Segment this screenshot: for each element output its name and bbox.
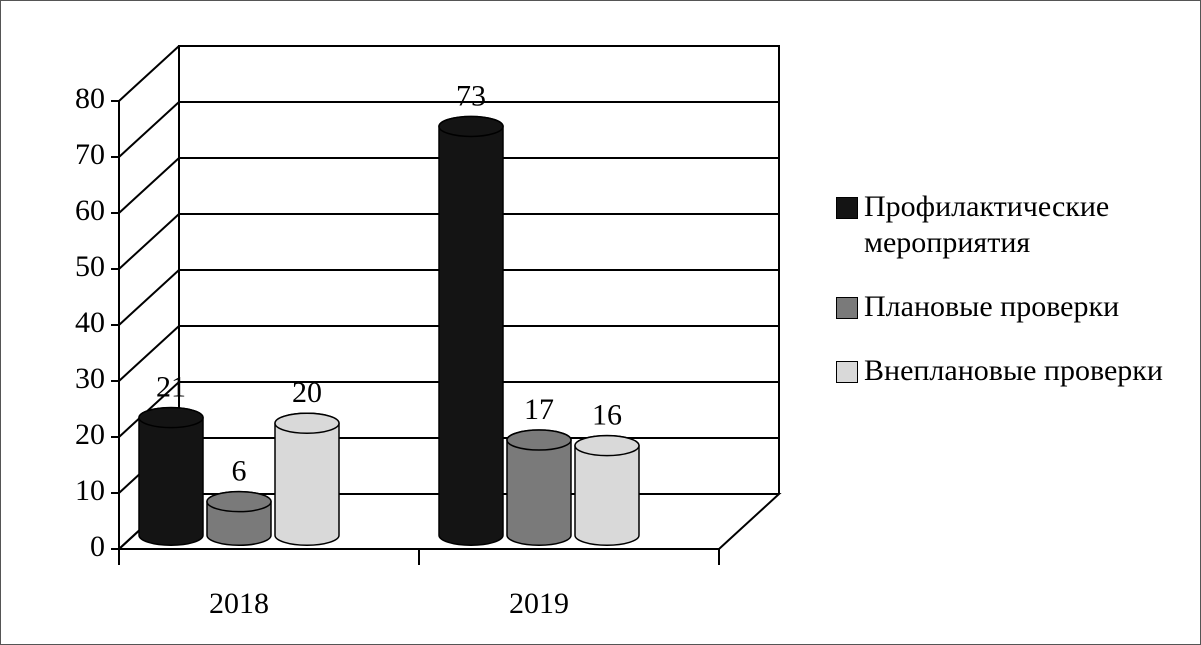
legend-swatch — [836, 297, 858, 319]
legend-swatch — [836, 361, 858, 383]
bar — [438, 115, 504, 546]
legend-label: Внеплановые проверки — [864, 354, 1163, 387]
legend-item: Внеплановые проверки — [836, 353, 1186, 389]
y-tick-label: 60 — [75, 194, 105, 227]
y-tick-label: 10 — [75, 474, 105, 507]
value-label: 6 — [232, 455, 247, 488]
value-label: 16 — [592, 399, 622, 432]
y-tick-label: 30 — [75, 362, 105, 395]
legend-item: Профилактические мероприятия — [836, 189, 1186, 261]
grid-line — [118, 213, 779, 270]
bar-top — [274, 412, 340, 434]
value-label: 21 — [156, 371, 186, 404]
legend: Профилактические мероприятия Плановые про… — [836, 189, 1186, 417]
bar-top — [438, 115, 504, 138]
value-label: 20 — [292, 376, 322, 409]
bar-top — [574, 434, 640, 457]
grid-line — [118, 325, 779, 382]
bar-top — [206, 490, 272, 513]
value-label: 73 — [456, 79, 486, 112]
y-tick-label: 40 — [75, 306, 105, 339]
y-tick-label: 70 — [75, 138, 105, 171]
grid-line — [118, 101, 779, 158]
x-tick-label: 2018 — [209, 587, 269, 620]
legend-item: Плановые проверки — [836, 289, 1186, 325]
bar-top — [506, 429, 572, 451]
value-label: 17 — [524, 393, 554, 426]
grid-line — [118, 45, 779, 102]
x-tick-label: 2019 — [509, 587, 569, 620]
grid-line — [118, 157, 779, 214]
y-tick-label: 50 — [75, 250, 105, 283]
bar-top — [138, 406, 204, 429]
grid-line — [118, 269, 779, 326]
legend-swatch — [836, 197, 858, 219]
y-tick-label: 20 — [75, 418, 105, 451]
y-tick-label: 0 — [90, 530, 105, 563]
legend-label: Профилактические мероприятия — [864, 190, 1110, 259]
y-tick-label: 80 — [75, 82, 105, 115]
legend-label: Плановые проверки — [864, 290, 1120, 323]
